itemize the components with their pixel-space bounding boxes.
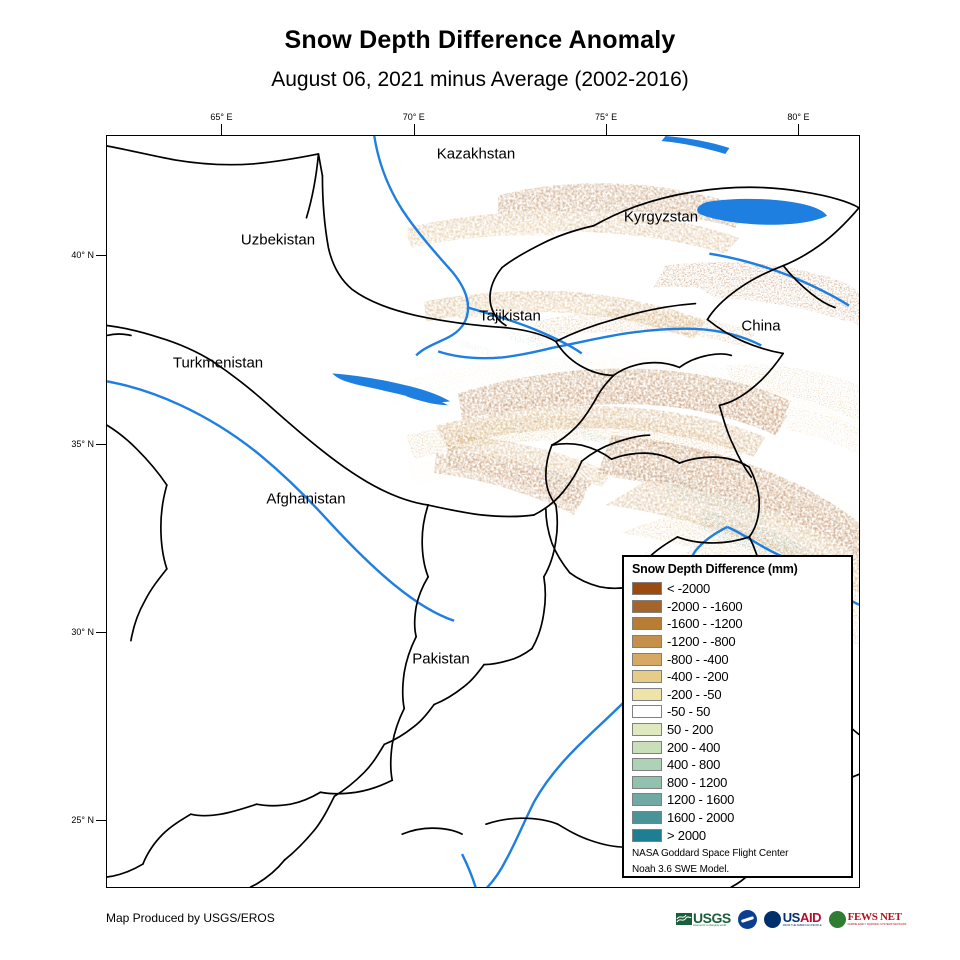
- legend-swatch-12: [632, 793, 662, 807]
- usgs-tagline: science for a changing world: [693, 923, 726, 927]
- legend-row: 200 - 400: [632, 738, 845, 756]
- legend-swatch-3: [632, 635, 662, 649]
- legend-label-6: -200 - -50: [667, 686, 722, 702]
- legend-row: -1200 - -800: [632, 633, 845, 651]
- legend-label-9: 200 - 400: [667, 739, 721, 755]
- legend-row: -1600 - -1200: [632, 615, 845, 633]
- fews-globe-icon: [828, 910, 846, 928]
- country-label-pakistan: Pakistan: [412, 650, 470, 668]
- legend-row: -50 - 50: [632, 703, 845, 721]
- legend-swatch-10: [632, 758, 662, 772]
- country-label-kazakhstan: Kazakhstan: [436, 145, 516, 163]
- legend-label-3: -1200 - -800: [667, 634, 736, 650]
- lat-tick-label-1: 35° N: [71, 438, 94, 449]
- country-label-uzbekistan: Uzbekistan: [240, 231, 316, 249]
- legend-row: -800 - -400: [632, 650, 845, 668]
- lon-tick-mark-0: [221, 124, 223, 135]
- lon-tick-label-1: 70° E: [402, 112, 425, 122]
- usgs-mark-icon: [676, 913, 692, 925]
- nasa-meatball-icon: [737, 909, 757, 929]
- legend-row: 400 - 800: [632, 756, 845, 774]
- legend-row: -400 - -200: [632, 668, 845, 686]
- nasa-logo[interactable]: [737, 908, 757, 930]
- legend-row: < -2000: [632, 580, 845, 598]
- usaid-tagline: FROM THE AMERICAN PEOPLE: [782, 924, 822, 927]
- lat-tick-mark-2: [96, 631, 107, 633]
- usaid-wordmark: USAID: [782, 910, 822, 925]
- legend-label-4: -800 - -400: [667, 651, 729, 667]
- legend-label-2: -1600 - -1200: [667, 616, 743, 632]
- legend-row: 50 - 200: [632, 721, 845, 739]
- legend-label-1: -2000 - -1600: [667, 598, 743, 614]
- country-borders: [107, 145, 859, 887]
- legend-row: -2000 - -1600: [632, 598, 845, 616]
- legend-attribution-line2: Noah 3.6 SWE Model.: [632, 863, 730, 875]
- legend-label-8: 50 - 200: [667, 722, 714, 738]
- lon-tick-label-2: 75° E: [595, 112, 618, 122]
- lat-tick-label-0: 40° N: [71, 250, 94, 261]
- legend-row: 800 - 1200: [632, 774, 845, 792]
- footer-credit: Map Produced by USGS/EROS: [106, 911, 275, 925]
- fews-wordmark: FEWS NET: [847, 911, 902, 923]
- legend-swatch-4: [632, 652, 662, 666]
- legend-row: 1600 - 2000: [632, 809, 845, 827]
- agency-logos: USGS science for a changing world USAID …: [676, 908, 906, 930]
- lat-tick-mark-1: [96, 443, 107, 445]
- legend-swatch-7: [632, 705, 662, 719]
- country-label-tajikistan: Tajikistan: [479, 307, 541, 325]
- legend-swatch-0: [632, 582, 662, 596]
- legend-label-7: -50 - 50: [667, 704, 711, 720]
- legend-swatch-8: [632, 723, 662, 737]
- map-legend[interactable]: Snow Depth Difference (mm) < -2000 -2000 …: [622, 555, 853, 878]
- legend-attribution-line1: NASA Goddard Space Flight Center: [632, 847, 789, 859]
- lat-tick-label-3: 25° N: [71, 815, 94, 826]
- fews-logo[interactable]: FEWS NET FAMINE EARLY WARNING SYSTEMS NE…: [828, 908, 907, 930]
- country-label-turkmenistan: Turkmenistan: [172, 354, 264, 372]
- legend-swatch-11: [632, 775, 662, 789]
- lat-tick-label-2: 30° N: [71, 626, 94, 637]
- country-label-kyrgyzstan: Kyrgyzstan: [623, 208, 699, 226]
- legend-swatch-1: [632, 599, 662, 613]
- legend-entries: < -2000 -2000 - -1600 -1600 - -1200 -1200 -…: [632, 580, 845, 844]
- usaid-logo[interactable]: USAID FROM THE AMERICAN PEOPLE: [763, 908, 822, 930]
- legend-label-0: < -2000: [667, 581, 711, 597]
- legend-row: 1200 - 1600: [632, 791, 845, 809]
- lon-tick-mark-3: [798, 124, 800, 135]
- lat-tick-mark-0: [96, 255, 107, 257]
- usaid-seal-icon: [763, 910, 781, 928]
- lat-tick-mark-3: [96, 820, 107, 822]
- country-label-afghanistan: Afghanistan: [266, 490, 346, 508]
- lon-tick-label-0: 65° E: [210, 112, 233, 122]
- legend-row: > 2000: [632, 826, 845, 844]
- legend-swatch-9: [632, 740, 662, 754]
- page-subtitle: August 06, 2021 minus Average (2002-2016…: [271, 68, 689, 91]
- legend-row: -200 - -50: [632, 686, 845, 704]
- legend-swatch-14: [632, 828, 662, 842]
- fews-tagline: FAMINE EARLY WARNING SYSTEMS NETWORK: [847, 923, 907, 926]
- usgs-logo[interactable]: USGS science for a changing world: [676, 908, 731, 930]
- legend-label-10: 400 - 800: [667, 757, 721, 773]
- legend-label-12: 1200 - 1600: [667, 792, 735, 808]
- legend-title: Snow Depth Difference (mm): [632, 562, 798, 576]
- lon-tick-label-3: 80° E: [787, 112, 810, 122]
- legend-label-14: > 2000: [667, 827, 706, 843]
- legend-swatch-6: [632, 687, 662, 701]
- lon-tick-mark-1: [413, 124, 415, 135]
- legend-swatch-2: [632, 617, 662, 631]
- legend-label-13: 1600 - 2000: [667, 810, 735, 826]
- lon-tick-mark-2: [606, 124, 608, 135]
- usgs-wordmark: USGS: [693, 909, 731, 926]
- legend-label-5: -400 - -200: [667, 669, 729, 685]
- lakes-layer: [332, 136, 828, 406]
- legend-swatch-5: [632, 670, 662, 684]
- page-title: Snow Depth Difference Anomaly: [284, 26, 676, 54]
- legend-swatch-13: [632, 811, 662, 825]
- country-label-china: China: [741, 317, 781, 335]
- legend-label-11: 800 - 1200: [667, 774, 728, 790]
